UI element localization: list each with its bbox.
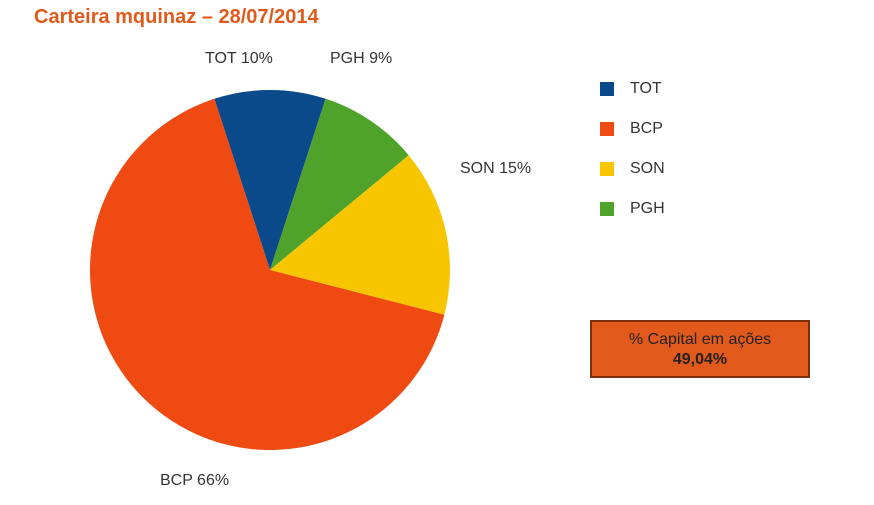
pie-chart: TOT 10% PGH 9% SON 15% BCP 66%: [60, 40, 560, 500]
legend-item-tot: TOT: [600, 80, 665, 98]
legend-label: TOT: [630, 80, 662, 98]
slice-label-son: SON 15%: [460, 160, 531, 178]
legend-label: BCP: [630, 120, 663, 138]
legend-swatch-bcp: [600, 122, 614, 136]
slice-label-bcp: BCP 66%: [160, 472, 229, 490]
slice-label-tot: TOT 10%: [205, 50, 273, 68]
legend-swatch-tot: [600, 82, 614, 96]
capital-box-value: 49,04%: [598, 350, 802, 370]
capital-box-label: % Capital em ações: [598, 330, 802, 350]
capital-box: % Capital em ações 49,04%: [590, 320, 810, 378]
page-root: { "title": { "text": "Carteira mquinaz –…: [0, 0, 874, 505]
legend-swatch-son: [600, 162, 614, 176]
legend-item-son: SON: [600, 160, 665, 178]
legend-label: PGH: [630, 200, 665, 218]
legend: TOT BCP SON PGH: [600, 80, 665, 240]
chart-title: Carteira mquinaz – 28/07/2014: [34, 6, 319, 29]
legend-label: SON: [630, 160, 665, 178]
slice-label-pgh: PGH 9%: [330, 50, 392, 68]
legend-item-bcp: BCP: [600, 120, 665, 138]
legend-swatch-pgh: [600, 202, 614, 216]
pie-svg: [60, 40, 560, 500]
legend-item-pgh: PGH: [600, 200, 665, 218]
